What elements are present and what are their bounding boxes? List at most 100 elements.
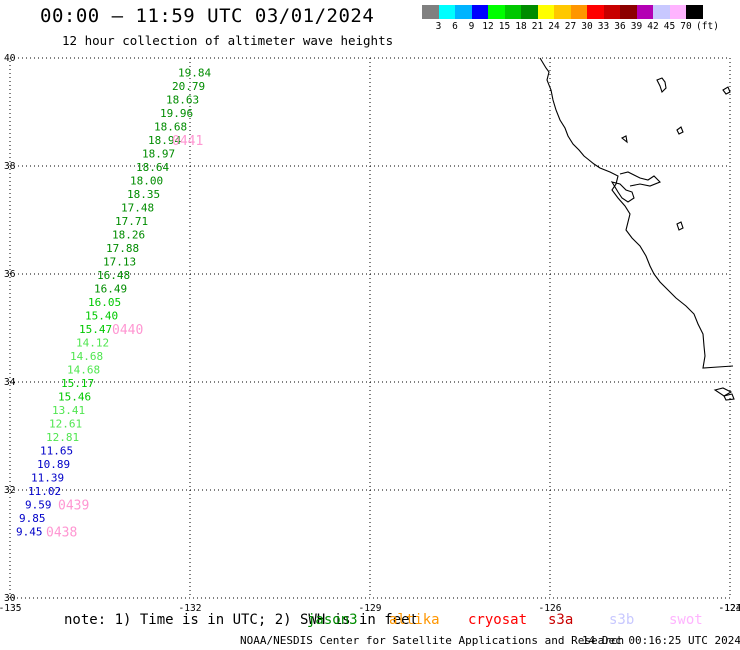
colorbar-tick-label: 27	[564, 21, 577, 32]
colorbar-swatch	[521, 5, 538, 19]
inland-lake-1	[676, 126, 684, 135]
wave-height-value: 10.89	[37, 458, 70, 471]
colorbar-swatch	[504, 5, 521, 19]
inland-lake-2	[722, 86, 731, 95]
wave-height-value: 17.88	[106, 242, 139, 255]
satellite-legend-s3b: s3b	[609, 612, 635, 628]
map-subtitle: 12 hour collection of altimeter wave hei…	[62, 33, 394, 48]
colorbar-tick-label: 70	[680, 21, 692, 32]
colorbar-tick-label: 39	[630, 21, 643, 32]
wave-height-value: 18.64	[136, 161, 169, 174]
latitude-tick-label: 30	[4, 593, 16, 604]
wave-height-value: 14.12	[76, 337, 109, 350]
colorbar-swatch	[653, 5, 670, 19]
channel-island-1	[713, 387, 733, 397]
colorbar-swatch	[669, 5, 686, 19]
colorbar-tick-label: 24	[548, 21, 560, 32]
pass-time-label: 0439	[58, 499, 89, 514]
longitude-tick-label: -132	[179, 603, 202, 614]
wave-height-value: 17.48	[121, 202, 154, 215]
wave-height-value: 14.68	[70, 350, 103, 363]
colorbar-tick-label: 42	[647, 21, 659, 32]
wave-height-value: 14.68	[67, 364, 100, 377]
colorbar-swatch	[438, 5, 455, 19]
wave-height-value: 16.05	[88, 296, 121, 309]
wave-height-value: 11.02	[28, 485, 61, 498]
colorbar-tick-label: 12	[482, 21, 494, 32]
axis-tick-labels: -135 -132 -129 -126 -123-124 40 38 36 34 32 30	[0, 53, 740, 614]
wave-height-value: 13.41	[52, 404, 85, 417]
generated-timestamp: 14 Dec 00:16:25 UTC 2024	[582, 634, 740, 647]
wave-height-value: 9.59	[25, 499, 52, 512]
wave-height-value: 18.94	[148, 134, 181, 147]
wave-height-value: 19.96	[160, 107, 193, 120]
wave-height-value: 16.48	[97, 269, 130, 282]
colorbar-labels: 3 6 9 12 15 18 21 24 27 30 33 36 39 42 45 70 (ft)	[422, 21, 740, 33]
colorbar-unit: (ft)	[696, 21, 719, 32]
colorbar-tick-label: 21	[531, 21, 544, 32]
satellite-legend-jason3: jason3	[307, 612, 358, 628]
grid-lines	[10, 58, 731, 598]
latitude-tick-label: 32	[4, 485, 15, 496]
sf-bay	[610, 181, 635, 203]
wave-height-value: 15.17	[61, 377, 94, 390]
wave-height-value: 19.84	[178, 67, 211, 80]
colorbar-swatch	[488, 5, 505, 19]
colorbar-swatch	[455, 5, 472, 19]
wave-height-value: 15.40	[85, 310, 118, 323]
longitude-tick-label: -135	[0, 603, 21, 614]
wave-height-value: 12.61	[49, 418, 82, 431]
lake-tahoe	[656, 77, 667, 94]
colorbar-swatch	[686, 5, 703, 19]
wave-height-value: 17.13	[103, 256, 136, 269]
satellite-legend-swot: swot	[669, 612, 703, 628]
colorbar-tick-label: 45	[663, 21, 676, 32]
colorbar-tick-label: 36	[614, 21, 626, 32]
colorbar-tick-label: 3	[435, 21, 442, 32]
colorbar-swatch	[471, 5, 488, 19]
inland-lake-4	[620, 135, 628, 144]
longitude-tick-label: -123	[719, 603, 740, 614]
wave-height-value: 11.65	[40, 445, 73, 458]
colorbar-swatch	[587, 5, 604, 19]
altimeter-track: 19.8420.7918.6319.9618.6818.9418.9718.64…	[16, 67, 211, 541]
wave-height-value: 11.39	[31, 472, 64, 485]
latitude-tick-label: 40	[4, 53, 16, 64]
wave-height-value: 18.97	[142, 148, 175, 161]
satellite-legend-s3a: s3a	[548, 612, 574, 628]
wave-height-value: 18.26	[112, 229, 145, 242]
wave-height-value: 18.35	[127, 188, 160, 201]
colorbar-swatch	[554, 5, 571, 19]
inland-lake-3	[676, 221, 684, 231]
wave-height-value: 17.71	[115, 215, 148, 228]
colorbar-tick-label: 33	[597, 21, 610, 32]
latitude-tick-label: 38	[4, 161, 16, 172]
latitude-tick-label: 34	[4, 377, 16, 388]
wave-height-value: 18.63	[166, 94, 199, 107]
wave-height-value: 12.81	[46, 431, 79, 444]
longitude-tick-label: -129	[359, 603, 382, 614]
colorbar-swatch	[537, 5, 554, 19]
wave-height-value: 18.68	[154, 121, 187, 134]
wave-height-value: 16.49	[94, 283, 127, 296]
wave-height-value: 15.47	[79, 323, 112, 336]
wave-height-value: 18.00	[130, 175, 163, 188]
colorbar-swatch	[620, 5, 637, 19]
longitude-tick-label: -124	[719, 603, 740, 614]
longitude-tick-label: -126	[539, 603, 562, 614]
wave-height-value: 9.85	[19, 512, 46, 525]
latitude-tick-label: 36	[4, 269, 16, 280]
pass-time-label: 0441	[172, 134, 203, 149]
colorbar-tick-label: 30	[581, 21, 593, 32]
inland-waterway	[619, 171, 661, 187]
credit-line: NOAA/NESDIS Center for Satellite Applica…	[240, 634, 625, 647]
colorbar	[422, 5, 703, 19]
satellite-legend-altika: altika	[389, 612, 440, 628]
colorbar-tick-label: 9	[468, 21, 475, 32]
channel-island-2	[723, 393, 735, 401]
colorbar-tick-label: 6	[452, 21, 458, 32]
colorbar-tick-label: 15	[498, 21, 511, 32]
colorbar-swatch	[422, 5, 439, 19]
map-title: 00:00 – 11:59 UTC 03/01/2024	[40, 5, 375, 27]
coastline	[539, 57, 735, 401]
